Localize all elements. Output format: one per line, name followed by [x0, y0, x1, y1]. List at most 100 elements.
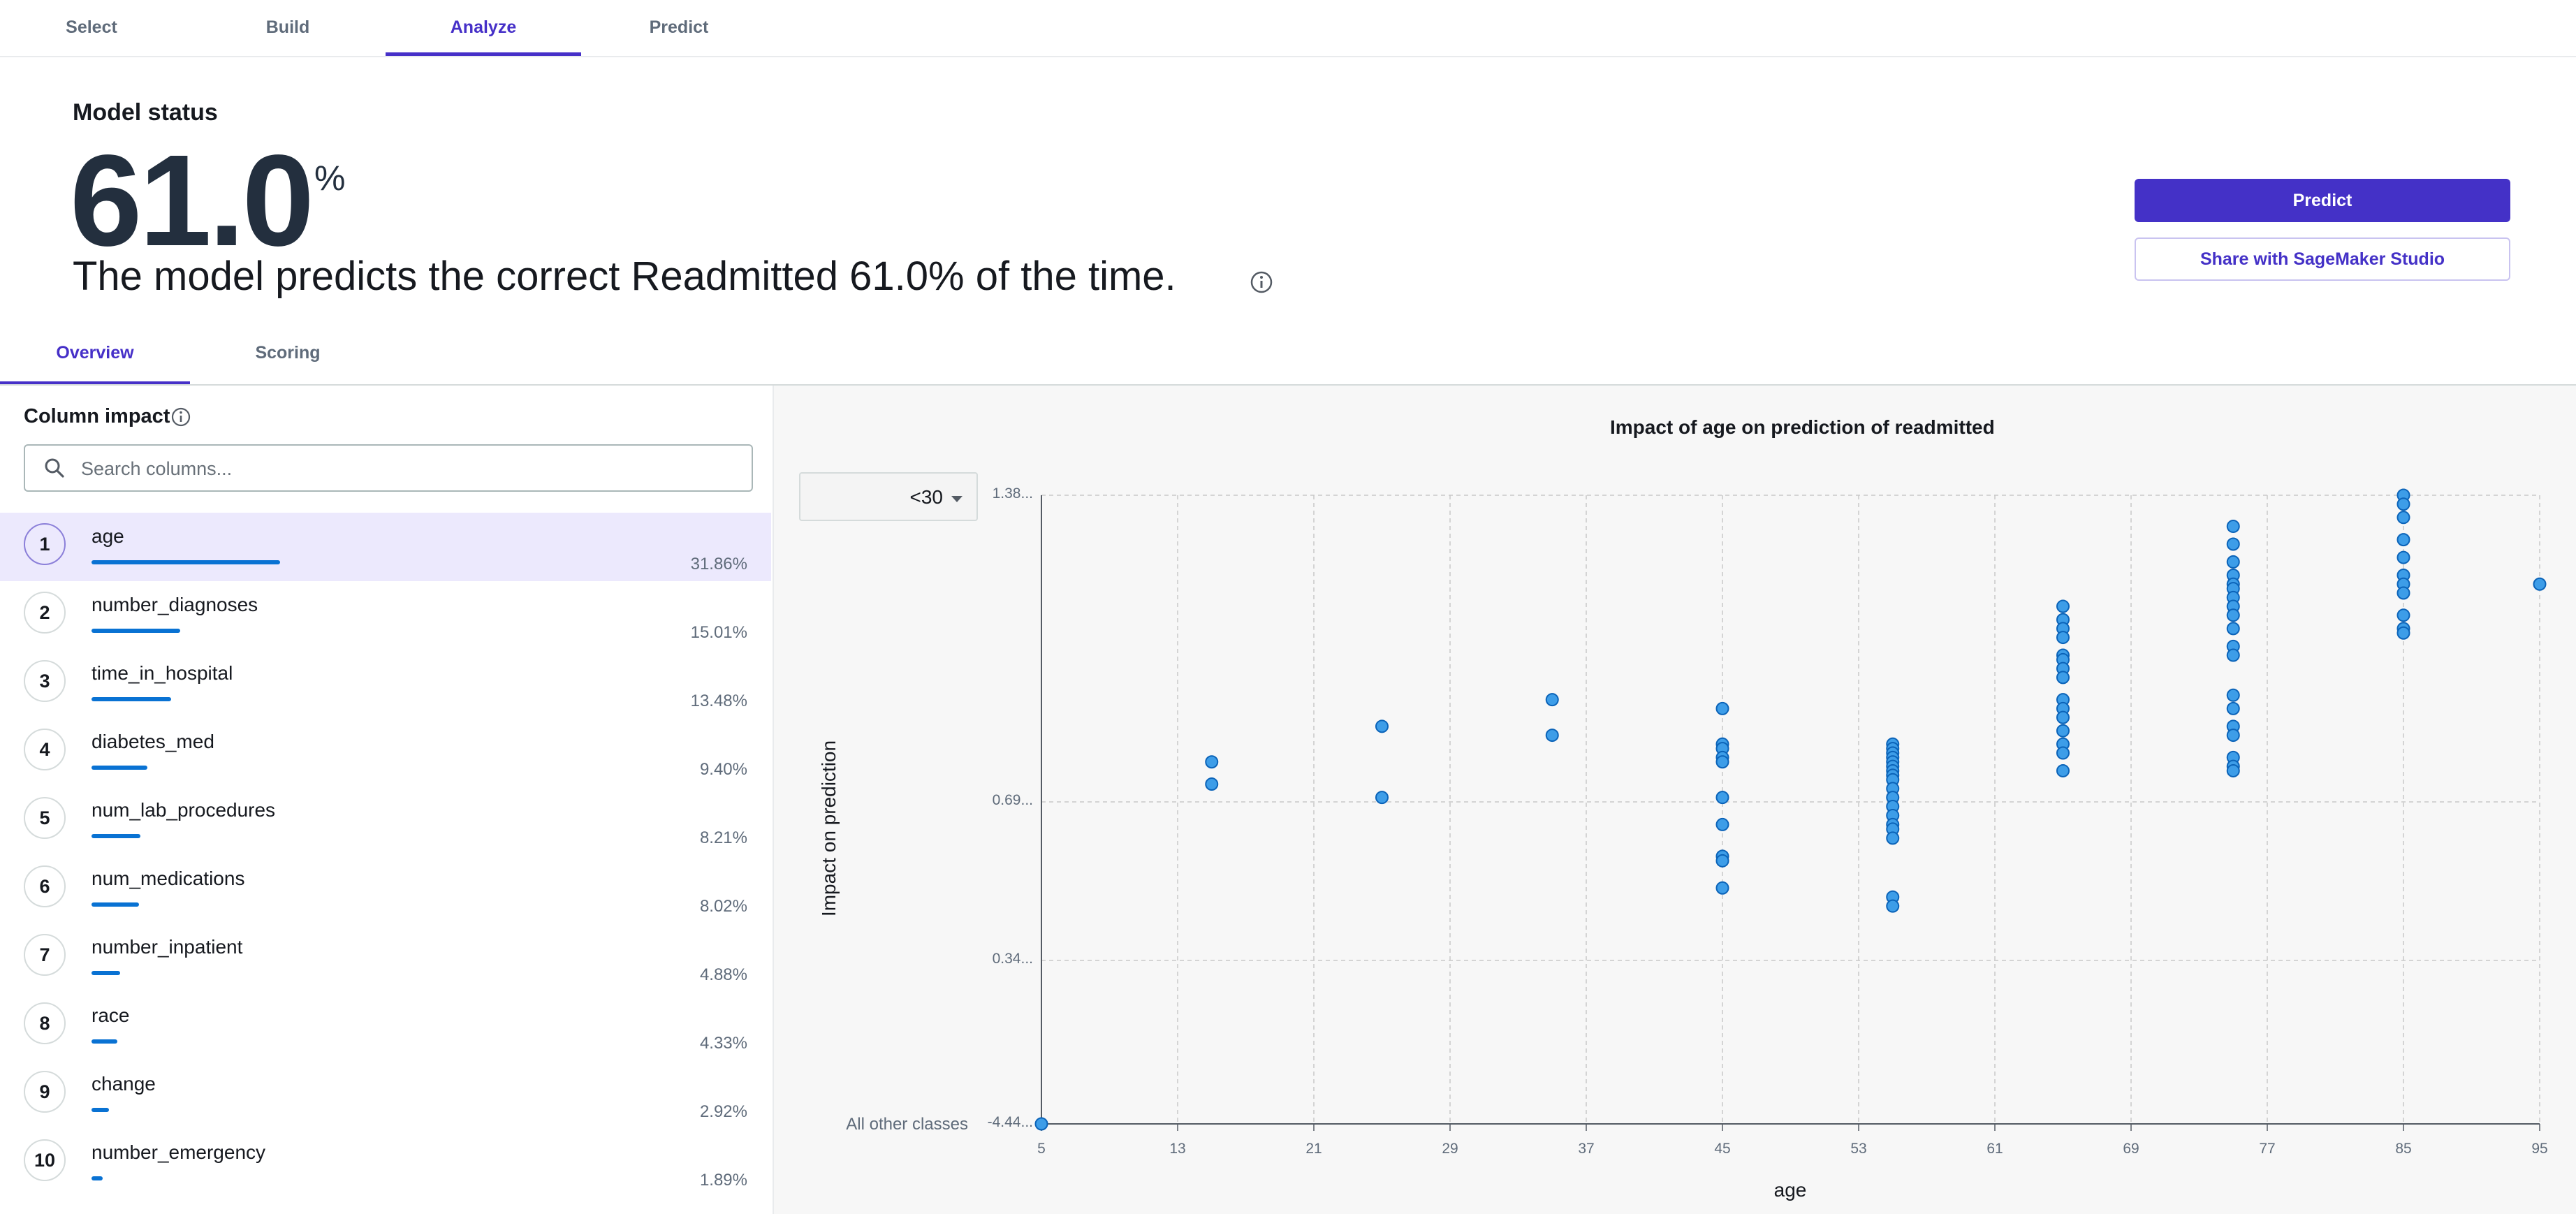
data-point	[2056, 671, 2070, 685]
rank-badge: 4	[24, 729, 66, 770]
data-point	[1886, 899, 1900, 913]
data-point	[1205, 755, 1219, 769]
x-tick-label: 5	[1037, 1141, 1046, 1157]
x-tick-label: 95	[2531, 1141, 2547, 1157]
accuracy-sentence: The model predicts the correct Readmitte…	[73, 254, 1176, 299]
data-point	[1375, 791, 1389, 805]
column-name: number_diagnoses	[92, 594, 258, 615]
chart-title: Impact of age on prediction of readmitte…	[1610, 416, 1995, 438]
search-icon	[45, 458, 64, 478]
data-point	[2226, 701, 2240, 715]
column-impact-row[interactable]: 5 num_lab_procedures 8.21%	[0, 787, 771, 855]
data-point	[2056, 763, 2070, 777]
accuracy-value: 61.0	[70, 129, 314, 273]
y-axis-label: Impact on prediction	[818, 740, 840, 916]
tab-analyze[interactable]: Analyze	[386, 0, 581, 56]
data-point	[1375, 719, 1389, 733]
column-name: age	[92, 525, 124, 547]
column-impact-row[interactable]: 9 change 2.92%	[0, 1060, 771, 1129]
column-name: change	[92, 1073, 156, 1095]
impact-percent: 2.92%	[699, 1102, 747, 1121]
impact-bar	[92, 1176, 103, 1180]
y-tick-label: -4.44...	[988, 1114, 1033, 1130]
data-point	[2226, 555, 2240, 569]
column-impact-row[interactable]: 6 num_medications 8.02%	[0, 855, 771, 923]
impact-bar	[92, 629, 180, 633]
tab-build[interactable]: Build	[265, 17, 310, 37]
data-point	[1545, 693, 1559, 707]
impact-bar	[92, 560, 280, 564]
impact-percent: 4.88%	[699, 965, 747, 984]
data-point	[2226, 520, 2240, 534]
y-tick-label: 0.34...	[993, 951, 1033, 967]
predict-button[interactable]: Predict	[2135, 179, 2510, 222]
x-tick-label: 21	[1305, 1141, 1322, 1157]
data-point	[2396, 550, 2410, 564]
rank-badge: 2	[24, 592, 66, 634]
data-point	[1886, 831, 1900, 845]
column-impact-row[interactable]: 8 race 4.33%	[0, 992, 771, 1060]
column-impact-row[interactable]: 3 time_in_hospital 13.48%	[0, 650, 771, 718]
data-point	[2226, 608, 2240, 622]
data-point	[1715, 881, 1729, 895]
y-tick-label: 1.38...	[993, 485, 1033, 502]
column-name: diabetes_med	[92, 731, 214, 752]
data-point	[2396, 626, 2410, 640]
tab-overview[interactable]: Overview	[0, 334, 190, 384]
x-axis-label: age	[1774, 1179, 1807, 1201]
rank-badge: 8	[24, 1002, 66, 1044]
data-point	[2396, 511, 2410, 525]
column-impact-title: Column impact	[24, 405, 170, 427]
tab-select[interactable]: Select	[66, 17, 117, 37]
rank-badge: 9	[24, 1071, 66, 1113]
x-tick-label: 69	[2123, 1141, 2139, 1157]
chart-panel: Impact of age on prediction of readmitte…	[774, 386, 2576, 1214]
data-point	[1034, 1117, 1048, 1131]
column-impact-row[interactable]: 4 diabetes_med 9.40%	[0, 718, 771, 787]
y-bottom-note: All other classes	[846, 1115, 968, 1134]
x-tick-label: 85	[2395, 1141, 2411, 1157]
column-impact-row[interactable]: 2 number_diagnoses 15.01%	[0, 581, 771, 650]
tab-scoring[interactable]: Scoring	[255, 343, 321, 363]
rank-badge: 10	[24, 1139, 66, 1181]
class-select-dropdown[interactable]: <30	[799, 472, 978, 521]
data-point	[2226, 537, 2240, 551]
column-name: num_medications	[92, 868, 245, 889]
data-point	[2226, 622, 2240, 636]
chevron-down-icon	[951, 496, 963, 502]
column-impact-row[interactable]: 1 age 31.86%	[0, 513, 771, 581]
share-sagemaker-button[interactable]: Share with SageMaker Studio	[2135, 237, 2510, 281]
data-point	[2226, 729, 2240, 743]
search-box[interactable]	[24, 444, 753, 492]
column-impact-row[interactable]: 7 number_inpatient 4.88%	[0, 923, 771, 992]
scatter-plot: 5 13 21 29 37 45 53 61 69 77 85 95 1.38... 0.69... 0.3…	[818, 485, 2548, 1201]
data-point	[1715, 854, 1729, 868]
impact-bar	[92, 1039, 117, 1044]
impact-bar	[92, 1108, 109, 1112]
search-input[interactable]	[80, 453, 711, 485]
x-tick-label: 13	[1169, 1141, 1185, 1157]
x-tick-label: 77	[2259, 1141, 2275, 1157]
data-point	[2226, 648, 2240, 662]
column-name: race	[92, 1004, 130, 1026]
data-point	[2056, 631, 2070, 645]
data-point	[2056, 746, 2070, 760]
data-point	[2056, 710, 2070, 724]
info-icon[interactable]	[1250, 270, 1273, 294]
rank-badge: 3	[24, 660, 66, 702]
class-select-value: <30	[909, 486, 944, 508]
data-point	[2056, 599, 2070, 613]
data-point	[2396, 533, 2410, 547]
info-icon[interactable]	[170, 407, 191, 427]
impact-percent: 13.48%	[690, 692, 747, 710]
column-impact-row[interactable]: 10 number_emergency 1.89%	[0, 1129, 771, 1197]
accuracy-unit: %	[314, 159, 346, 198]
model-status-title: Model status	[73, 99, 218, 126]
data-point	[2396, 586, 2410, 600]
impact-percent: 4.33%	[699, 1034, 747, 1053]
column-name: number_emergency	[92, 1141, 266, 1163]
impact-percent: 9.40%	[699, 760, 747, 779]
data-point	[1545, 729, 1559, 743]
tab-predict[interactable]: Predict	[649, 17, 709, 37]
column-name: time_in_hospital	[92, 662, 233, 684]
